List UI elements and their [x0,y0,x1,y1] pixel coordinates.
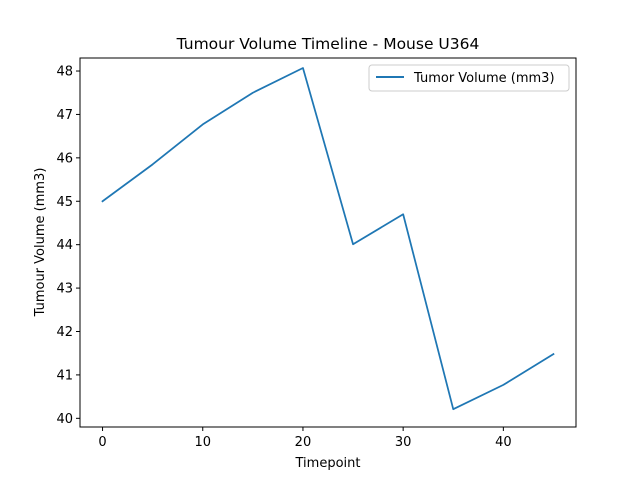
legend: Tumor Volume (mm3) [368,64,570,92]
x-tick-label: 30 [395,435,412,450]
series-group [101,67,555,411]
x-axis-label: Timepoint [295,456,361,471]
y-tick-label: 45 [56,195,73,210]
y-tick-label: 42 [56,325,73,340]
plot-frame [79,57,577,428]
y-tick-label: 43 [56,282,73,297]
y-tick-label: 47 [56,108,73,123]
x-tick-label: 10 [194,435,211,450]
legend-label: Tumor Volume (mm3) [413,71,555,86]
axis-ticks: 0 10 20 30 40 40 41 42 43 44 45 46 47 48 [56,65,511,450]
y-tick-label: 48 [56,65,73,80]
x-tick-label: 0 [98,435,106,450]
legend-frame [368,64,570,92]
x-tick-label: 40 [495,435,512,450]
y-axis-label: Tumour Volume (mm3) [33,168,48,318]
x-tick-label: 20 [295,435,312,450]
y-tick-label: 41 [56,368,73,383]
plot-area [80,58,576,427]
series-line [101,67,555,411]
y-tick-label: 44 [56,238,73,253]
chart-title: Tumour Volume Timeline - Mouse U364 [176,35,480,53]
y-tick-label: 46 [56,151,73,166]
y-tick-label: 40 [56,412,73,427]
